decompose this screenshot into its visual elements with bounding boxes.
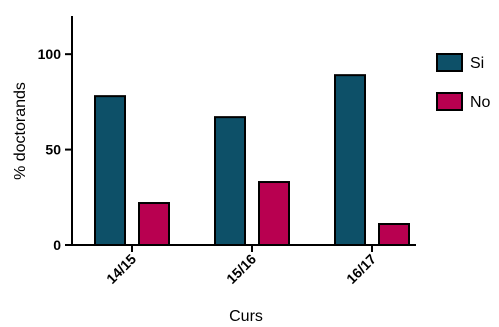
- legend-swatch-no: [436, 92, 463, 111]
- y-ticks-layer: 0 50 100: [38, 46, 72, 253]
- x-tick-label: 16/17: [343, 251, 379, 287]
- bar-si-14-15: [94, 95, 126, 247]
- bar-si-16-17: [334, 74, 366, 246]
- y-tick-label: 100: [38, 46, 62, 62]
- y-tick-label: 0: [53, 237, 61, 253]
- legend: Si No: [436, 53, 491, 111]
- x-tick-label: 14/15: [103, 251, 139, 287]
- bar-si-15-16: [214, 116, 246, 246]
- x-tick-label: 15/16: [223, 251, 259, 287]
- y-axis-title: % doctorands: [12, 82, 29, 180]
- x-ticks-layer: 14/15 15/16 16/17: [103, 245, 379, 287]
- y-tick-label: 50: [45, 142, 61, 158]
- x-axis-title: Curs: [229, 308, 263, 325]
- legend-label-no: No: [470, 94, 491, 111]
- bar-no-14-15: [138, 202, 170, 246]
- bar-no-16-17: [378, 223, 410, 246]
- bar-no-15-16: [258, 181, 290, 246]
- legend-label-si: Si: [470, 55, 484, 72]
- legend-swatch-si: [436, 53, 463, 72]
- bars-layer: [94, 74, 410, 247]
